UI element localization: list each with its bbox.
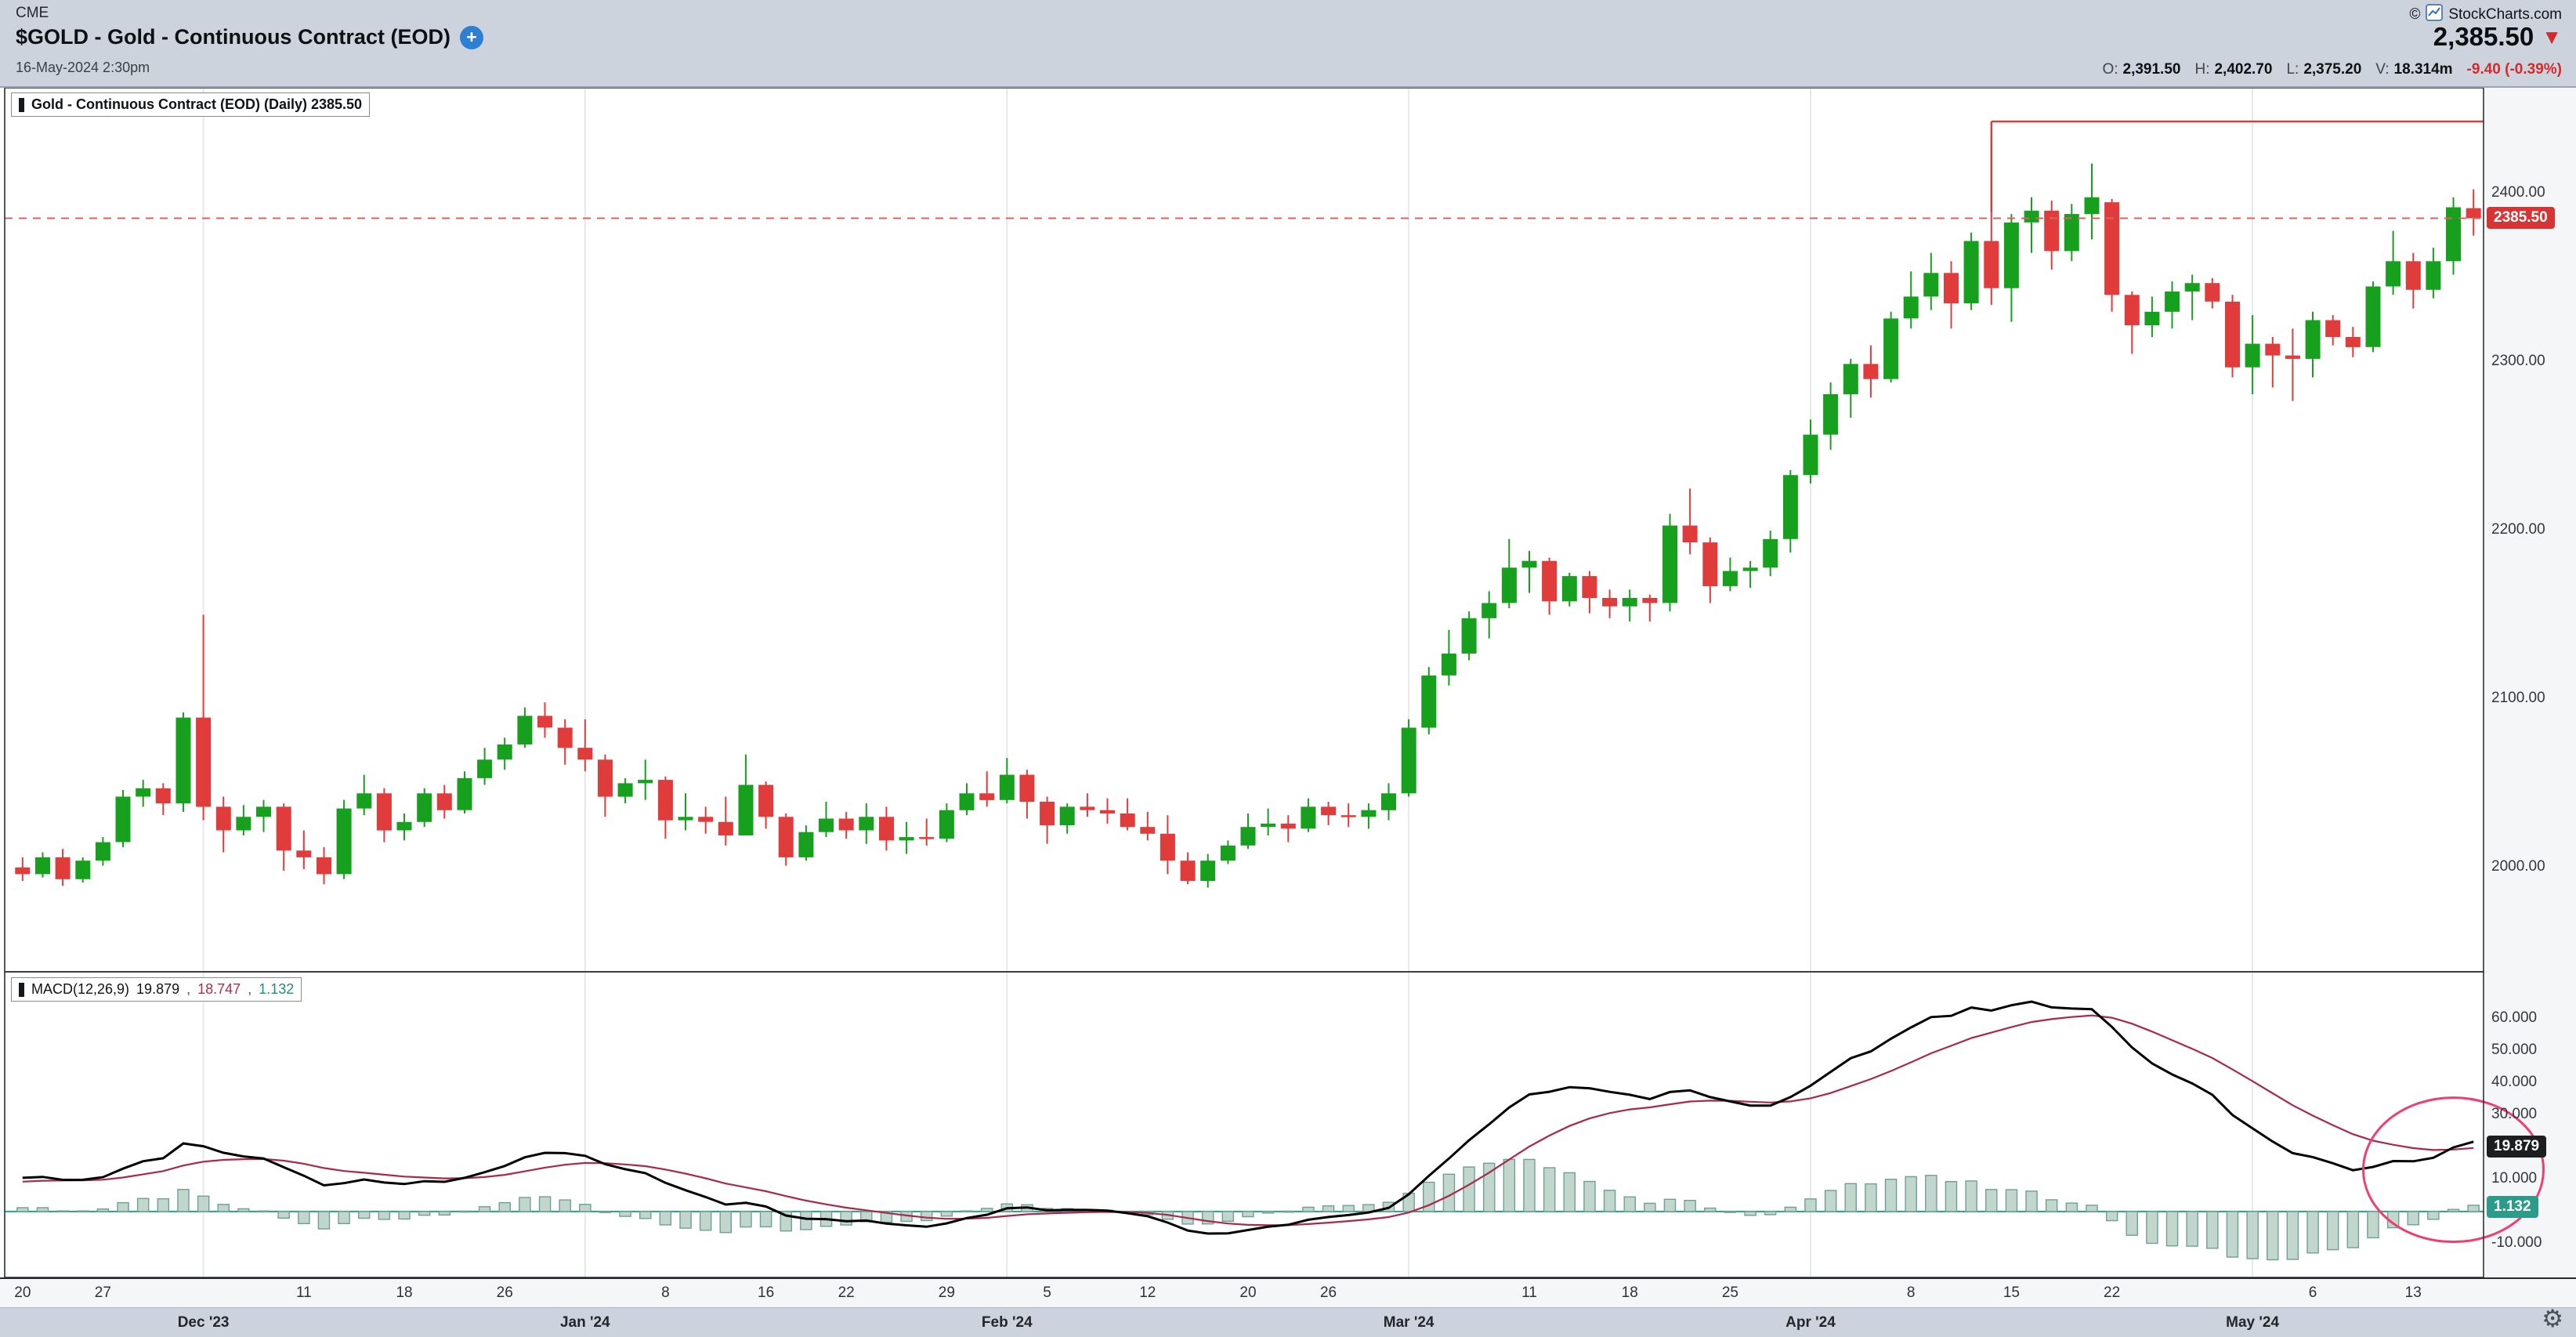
macd-legend: MACD(12,26,9) 19.879, 18.747, 1.132: [11, 977, 302, 1002]
stockcharts-logo-icon: [2426, 4, 2444, 26]
x-axis-day-label: 13: [2404, 1284, 2422, 1301]
x-axis-month-label: Dec '23: [177, 1314, 230, 1331]
x-axis-month-row: Dec '23 Jan '24 Feb '24 Mar '24 Apr '24 May '…: [0, 1307, 2576, 1337]
price-chart-legend: Gold - Continuous Contract (EOD) (Daily)…: [11, 92, 371, 117]
header-bar: CME $GOLD - Gold - Continuous Contract (…: [0, 0, 2576, 88]
open-label: O:: [2102, 61, 2118, 78]
separator: ,: [248, 981, 252, 997]
macd-value: 19.879: [136, 981, 180, 997]
brand-text[interactable]: StockCharts.com: [2448, 6, 2562, 23]
exchange-label: CME: [16, 5, 49, 21]
chart-canvas[interactable]: [0, 0, 2576, 1277]
price-down-arrow-icon: ▼: [2542, 24, 2562, 49]
price-row: 2,385.50 ▼: [2433, 22, 2562, 52]
x-axis-day-label: 12: [1139, 1284, 1156, 1301]
x-axis-day-label: 6: [2308, 1284, 2317, 1301]
settings-gear-button[interactable]: ⚙: [2542, 1305, 2563, 1332]
x-axis-day-label: 5: [1043, 1284, 1051, 1301]
x-axis-day-label: 22: [838, 1284, 855, 1301]
x-axis-day-label: 16: [758, 1284, 775, 1301]
quote-row: O: 2,391.50 H: 2,402.70 L: 2,375.20 V: 18.31…: [2102, 61, 2562, 78]
volume-label: V:: [2375, 61, 2390, 78]
copyright-symbol: ©: [2409, 6, 2421, 23]
y-axis-tick: -10.000: [2491, 1234, 2542, 1251]
x-axis-day-label: 8: [1906, 1284, 1916, 1301]
y-axis-tick: 2300.00: [2491, 353, 2545, 370]
x-axis-month-label: Jan '24: [559, 1314, 610, 1331]
chart-layer[interactable]: [0, 0, 2576, 1277]
y-axis-tick: 10.000: [2491, 1169, 2538, 1187]
last-price: 2,385.50: [2433, 22, 2534, 51]
x-axis-day-label: 26: [496, 1284, 513, 1301]
x-axis-day-label: 25: [1721, 1284, 1738, 1301]
x-axis-month-label: May '24: [2226, 1314, 2280, 1331]
x-axis-day-label: 20: [1239, 1284, 1257, 1301]
y-axis-tick: 50.000: [2491, 1041, 2538, 1058]
candlestick-series-icon: [19, 97, 24, 112]
price-legend-text: Gold - Continuous Contract (EOD) (Daily)…: [31, 96, 363, 112]
chart-title: $GOLD - Gold - Continuous Contract (EOD): [16, 25, 450, 49]
x-axis-day-label: 27: [94, 1284, 111, 1301]
x-axis-day-label: 20: [14, 1284, 31, 1301]
macd-series-icon: [19, 982, 24, 997]
y-axis-tick: 2400.00: [2491, 184, 2545, 201]
x-axis-day-row: 20 27 11 18 26 8 16 22 29 5 12 20 26 11 18 25 8 15 22 6 13: [0, 1277, 2576, 1307]
x-axis-day-label: 22: [2104, 1284, 2121, 1301]
low-label: L:: [2286, 61, 2299, 78]
separator: ,: [186, 981, 191, 997]
signal-value: 18.747: [197, 981, 241, 997]
macd-axis-badge: 19.879: [2487, 1136, 2547, 1158]
x-axis-month-label: Mar '24: [1383, 1314, 1435, 1331]
x-axis-day-label: 29: [938, 1284, 955, 1301]
title-row: $GOLD - Gold - Continuous Contract (EOD)…: [16, 25, 483, 49]
price-axis-column: [2485, 88, 2576, 1277]
x-axis-day-label: 18: [1621, 1284, 1638, 1301]
x-axis-month-label: Feb '24: [981, 1314, 1033, 1331]
macd-legend-name: MACD(12,26,9): [31, 981, 130, 997]
y-axis-tick: 2200.00: [2491, 521, 2545, 538]
y-axis-tick: 2100.00: [2491, 689, 2545, 706]
y-axis-tick: 60.000: [2491, 1009, 2538, 1026]
high-label: H:: [2194, 61, 2210, 78]
x-axis-day-label: 18: [396, 1284, 413, 1301]
x-axis-day-label: 26: [1319, 1284, 1337, 1301]
change-value: -9.40 (-0.39%): [2466, 61, 2562, 78]
last-price-axis-badge: 2385.50: [2487, 206, 2555, 229]
y-axis-tick: 40.000: [2491, 1073, 2538, 1090]
low-value: 2,375.20: [2303, 61, 2362, 78]
x-axis-day-label: 15: [2003, 1284, 2020, 1301]
x-axis-month-label: Apr '24: [1785, 1314, 1836, 1331]
chart-timestamp: 16-May-2024 2:30pm: [16, 60, 150, 75]
add-symbol-button[interactable]: +: [459, 25, 483, 49]
x-axis-day-label: 11: [295, 1284, 312, 1301]
x-axis-day-label: 11: [1521, 1284, 1537, 1301]
histogram-value: 1.132: [259, 981, 295, 997]
brand-row: © StockCharts.com: [2409, 4, 2562, 26]
high-value: 2,402.70: [2214, 61, 2273, 78]
y-axis-tick: 2000.00: [2491, 857, 2545, 875]
x-axis-day-label: 8: [661, 1284, 670, 1301]
y-axis-tick: 30.000: [2491, 1105, 2538, 1122]
volume-value: 18.314m: [2393, 61, 2453, 78]
open-value: 2,391.50: [2122, 61, 2181, 78]
histogram-axis-badge: 1.132: [2487, 1196, 2538, 1219]
